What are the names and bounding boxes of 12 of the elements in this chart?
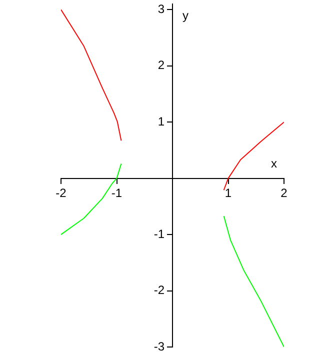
y-tick-label: 3 [158,2,165,16]
y-tick-label: -1 [154,226,165,241]
y-axis-title: y [182,8,188,22]
x-tick-label: -2 [56,186,67,200]
y-tick-label: 2 [158,58,165,72]
x-axis-title: x [271,156,277,171]
x-tick-label: -1 [111,186,122,200]
y-tick-label: 1 [158,114,165,128]
x-tick-label: 2 [280,186,288,200]
x-tick-label: 1 [224,186,232,200]
y-tick-label: -3 [154,339,165,354]
y-tick-label: -2 [154,283,165,298]
